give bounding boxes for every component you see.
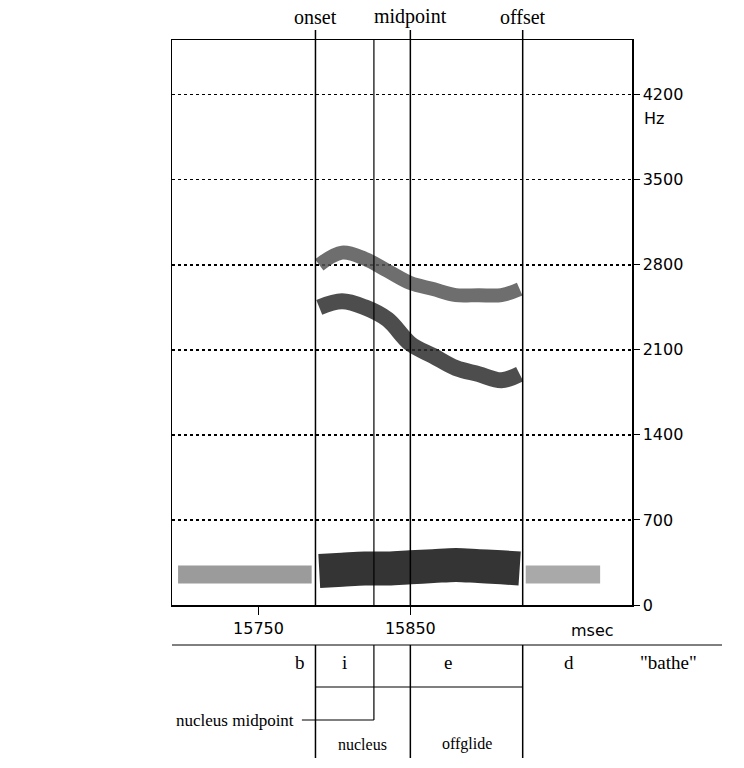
svg-text:Hz: Hz [644, 109, 664, 128]
svg-text:0: 0 [643, 596, 653, 615]
svg-text:b: b [295, 652, 305, 673]
svg-text:2800: 2800 [643, 255, 684, 274]
svg-text:offglide: offglide [442, 735, 492, 753]
svg-text:d: d [564, 652, 574, 673]
svg-text:2100: 2100 [643, 340, 684, 359]
svg-text:15850: 15850 [385, 619, 436, 638]
svg-text:midpoint: midpoint [374, 5, 447, 28]
svg-text:msec: msec [571, 621, 614, 640]
svg-text:15750: 15750 [233, 619, 284, 638]
svg-text:i: i [342, 652, 347, 673]
svg-text:nucleus: nucleus [338, 736, 387, 753]
svg-text:e: e [444, 652, 452, 673]
svg-text:nucleus midpoint: nucleus midpoint [176, 711, 294, 730]
svg-text:700: 700 [643, 511, 674, 530]
svg-text:1400: 1400 [643, 425, 684, 444]
svg-text:onset: onset [294, 6, 337, 28]
svg-text:"bathe": "bathe" [640, 652, 697, 673]
svg-text:offset: offset [500, 6, 546, 28]
svg-text:4200: 4200 [643, 85, 684, 104]
svg-text:3500: 3500 [643, 170, 684, 189]
